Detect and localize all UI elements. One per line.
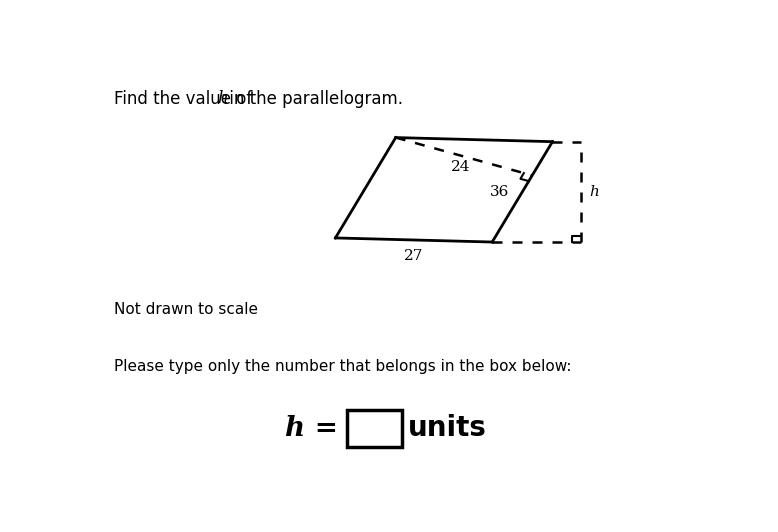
Text: in the parallelogram.: in the parallelogram. (225, 90, 404, 107)
Text: h: h (217, 90, 228, 107)
Text: Please type only the number that belongs in the box below:: Please type only the number that belongs… (114, 360, 572, 375)
FancyBboxPatch shape (348, 410, 401, 447)
Text: h =: h = (286, 415, 338, 442)
Text: units: units (408, 414, 487, 443)
Text: Not drawn to scale: Not drawn to scale (114, 302, 258, 317)
Text: 36: 36 (489, 185, 509, 199)
Text: 27: 27 (404, 250, 423, 263)
Text: h: h (590, 185, 600, 199)
Text: 24: 24 (451, 160, 471, 174)
Text: Find the value of: Find the value of (114, 90, 258, 107)
